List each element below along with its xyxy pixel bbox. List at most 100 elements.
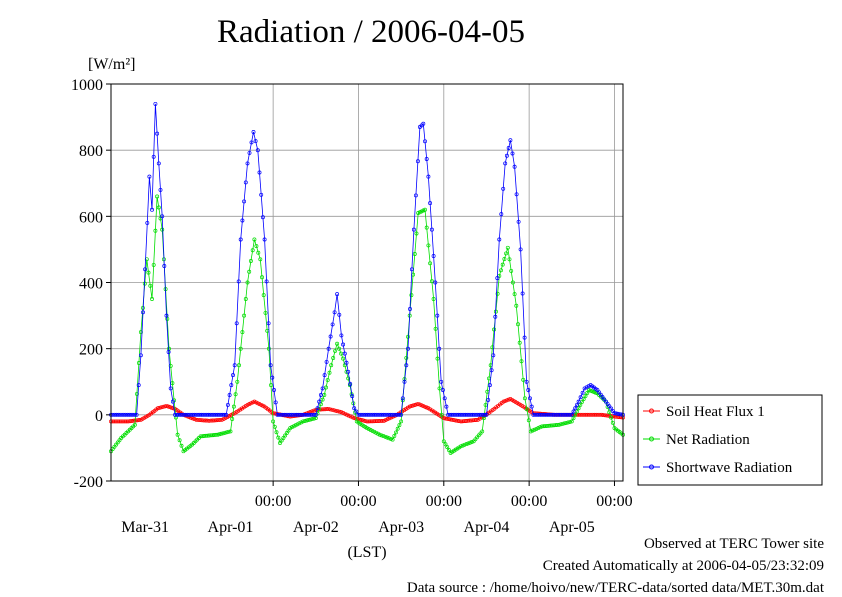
data-point (578, 412, 583, 417)
data-point (120, 412, 124, 417)
x-date-label: Apr-05 (549, 519, 595, 536)
data-point (499, 212, 504, 217)
data-point (187, 412, 192, 417)
data-point (170, 381, 175, 386)
data-point (290, 425, 294, 430)
legend-label: Shortwave Radiation (666, 460, 793, 476)
data-point (308, 417, 313, 422)
data-point (227, 393, 232, 397)
data-point (247, 150, 252, 155)
data-point (192, 412, 197, 417)
data-point (264, 279, 269, 284)
data-point (377, 412, 382, 417)
y-tick-label: -200 (74, 474, 103, 491)
data-point (607, 410, 612, 415)
data-point (435, 356, 440, 361)
data-point (215, 432, 220, 437)
data-point (528, 396, 532, 401)
data-point (428, 201, 433, 206)
data-point (260, 215, 265, 220)
data-point (562, 421, 567, 426)
data-point (155, 406, 160, 411)
data-point (458, 444, 463, 449)
data-point (210, 418, 215, 423)
data-point (460, 443, 465, 448)
data-point (453, 418, 458, 423)
data-point (339, 410, 344, 415)
data-point (262, 237, 267, 242)
data-point (224, 430, 229, 435)
data-point (407, 404, 412, 409)
x-date-label: Apr-04 (464, 519, 510, 536)
data-point (480, 429, 485, 434)
data-point (337, 346, 342, 351)
data-point (381, 434, 386, 439)
data-point (135, 418, 140, 423)
data-point (137, 418, 141, 422)
data-point (198, 418, 202, 423)
x-date-label: Mar-31 (121, 519, 169, 536)
data-point (322, 373, 327, 378)
data-point (164, 403, 169, 408)
data-point (383, 417, 388, 422)
data-point (156, 205, 161, 210)
data-point (580, 412, 585, 417)
data-point (404, 363, 409, 368)
data-point (260, 275, 264, 280)
data-point (489, 368, 494, 373)
data-point (597, 412, 602, 417)
data-point (423, 207, 427, 212)
data-point (505, 245, 510, 250)
data-point (522, 396, 527, 401)
data-point (584, 385, 589, 390)
data-point (312, 408, 316, 413)
data-point (442, 396, 447, 401)
x-axis-label: (LST) (347, 544, 386, 561)
data-point (255, 148, 260, 153)
data-point (429, 279, 434, 284)
data-point (344, 360, 349, 365)
data-point (439, 379, 444, 384)
data-point (384, 412, 389, 417)
data-point (339, 351, 344, 356)
data-point (234, 321, 239, 326)
data-point (159, 405, 164, 410)
data-point (519, 359, 524, 364)
data-point (273, 400, 278, 405)
data-point (219, 431, 224, 436)
legend-marker (649, 408, 654, 414)
data-point (222, 412, 227, 417)
data-point (446, 448, 451, 452)
data-point (433, 280, 438, 285)
data-point (524, 407, 529, 412)
data-point (518, 247, 523, 252)
data-point (495, 276, 500, 281)
data-point (237, 363, 241, 368)
y-tick-label: 800 (79, 143, 103, 160)
footer-created: Created Automatically at 2006-04-05/23:3… (542, 558, 824, 574)
data-point (134, 391, 139, 396)
data-point (423, 139, 427, 144)
data-point (219, 417, 224, 422)
data-point (421, 121, 426, 126)
data-point (428, 261, 433, 266)
data-point (318, 393, 323, 397)
data-point (437, 386, 442, 391)
data-point (412, 252, 417, 256)
data-point (492, 327, 497, 332)
data-point (169, 405, 174, 410)
data-point (176, 412, 181, 417)
data-point (405, 405, 410, 410)
data-point (177, 438, 182, 443)
data-point (175, 432, 180, 437)
data-point (238, 346, 243, 351)
data-point (156, 161, 161, 166)
data-point (366, 427, 371, 431)
data-point (302, 419, 307, 423)
data-point (164, 313, 169, 318)
data-point (157, 405, 162, 410)
y-tick-label: 400 (79, 276, 103, 293)
data-point (589, 412, 593, 417)
data-point (160, 227, 165, 232)
data-point (483, 402, 488, 407)
